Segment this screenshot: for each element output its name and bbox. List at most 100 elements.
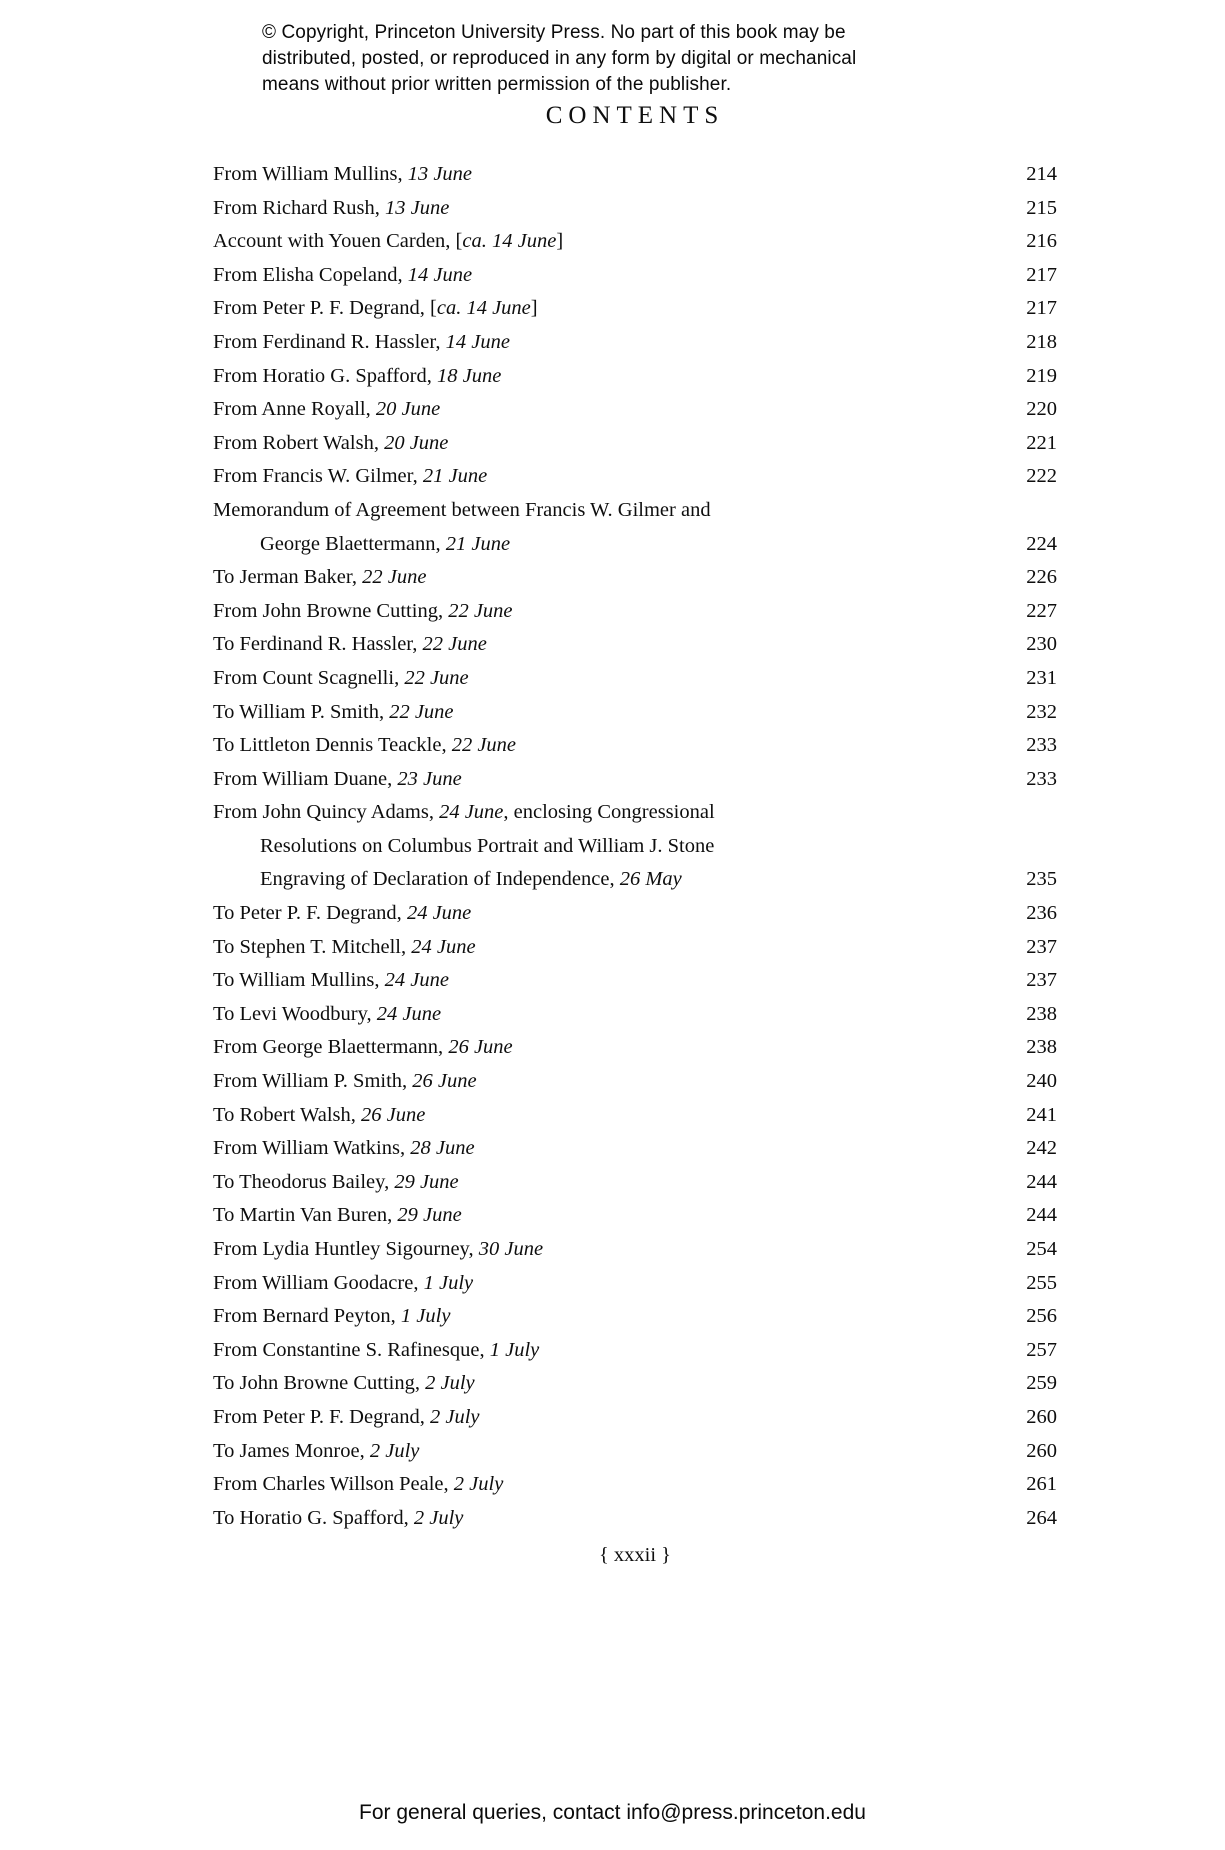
toc-entry-line: From Robert Walsh, 20 June 221 [213,427,1057,461]
toc-page-number: 233 [1026,767,1057,790]
toc-page-number: 217 [1026,263,1057,286]
toc-entry-line: To Theodorus Bailey, 29 June 244 [213,1166,1057,1200]
footer-contact-line: For general queries, contact info@press.… [359,1801,866,1824]
toc-entry-line: From William Mullins, 13 June 214 [213,158,1057,192]
toc-entry-line: Engraving of Declaration of Independence… [213,863,1057,897]
toc-entry-line: From George Blaettermann, 26 June 238 [213,1031,1057,1065]
toc-page-number: 261 [1026,1473,1057,1496]
toc-entry-line: To William Mullins, 24 June 237 [213,964,1057,998]
toc-entry-text: From Ferdinand R. Hassler, 14 June [213,330,510,353]
toc-entry-text: To Martin Van Buren, 29 June [213,1204,462,1227]
toc-entry-line: Memorandum of Agreement between Francis … [213,494,1057,528]
toc-entry-text: From Robert Walsh, 20 June [213,431,449,454]
toc-page-number: 220 [1026,398,1057,421]
toc-page-number: 224 [1026,532,1057,555]
toc-entry-line: From John Browne Cutting, 22 June 227 [213,595,1057,629]
toc-entry-line: From Peter P. F. Degrand, [ca. 14 June] 2… [213,292,1057,326]
toc-page-number: 257 [1026,1338,1057,1361]
toc-entry-line: From Elisha Copeland, 14 June 217 [213,259,1057,293]
toc-entry-text: From George Blaettermann, 26 June [213,1036,513,1059]
toc-entry-line: To William P. Smith, 22 June 232 [213,696,1057,730]
copyright-line: © Copyright, Princeton University Press.… [262,22,846,43]
toc-page-number: 238 [1026,1036,1057,1059]
toc-page-number: 260 [1026,1405,1057,1428]
toc-entry-text: To Theodorus Bailey, 29 June [213,1170,459,1193]
toc-entry-text: To John Browne Cutting, 2 July [213,1372,475,1395]
toc-entry-text: To William P. Smith, 22 June [213,700,454,723]
toc-entry-line: From Francis W. Gilmer, 21 June 222 [213,460,1057,494]
toc-entry-text: Memorandum of Agreement between Francis … [213,498,711,521]
toc-entry-text: From Bernard Peyton, 1 July [213,1305,451,1328]
toc-entry-line: To Horatio G. Spafford, 2 July 264 [213,1502,1057,1536]
toc-entry-line: From Peter P. F. Degrand, 2 July 260 [213,1401,1057,1435]
toc-page-number: 227 [1026,599,1057,622]
toc-entry-text: To Jerman Baker, 22 June [213,566,427,589]
copyright-line: means without prior written permission o… [262,74,732,95]
toc-entry-text: From Lydia Huntley Sigourney, 30 June [213,1238,544,1260]
toc-entry-line: To Stephen T. Mitchell, 24 June 237 [213,931,1057,965]
toc-entry-text: From Richard Rush, 13 June [213,196,450,219]
toc-page-number: 226 [1026,566,1057,589]
toc-page-number: 221 [1026,431,1057,454]
toc-entry-line: From Lydia Huntley Sigourney, 30 June 254 [213,1233,1057,1267]
toc-entry-text: From Elisha Copeland, 14 June [213,263,473,286]
toc-entry-line: To Martin Van Buren, 29 June 244 [213,1199,1057,1233]
toc-entry-text: To Levi Woodbury, 24 June [213,1002,442,1025]
toc-entry-text: To Peter P. F. Degrand, 24 June [213,902,472,925]
toc-entry-line: From William Goodacre, 1 July 255 [213,1267,1057,1301]
page-title: CONTENTS [545,102,725,129]
toc-entry-text: From William Watkins, 28 June [213,1137,475,1160]
toc-entry-line: Resolutions on Columbus Portrait and Wil… [213,830,1057,864]
toc-entry-line: To Levi Woodbury, 24 June 238 [213,998,1057,1032]
toc-entry-text: From Peter P. F. Degrand, 2 July [213,1405,480,1428]
toc-page-number: 242 [1026,1137,1057,1160]
toc-page-number: 219 [1026,364,1057,387]
toc-entry-text: From Anne Royall, 20 June [213,398,441,421]
toc-entry-text: From William Goodacre, 1 July [213,1271,474,1294]
toc-page-number: 222 [1026,465,1057,488]
toc-list: From William Mullins, 13 June 214 From Ric… [213,158,1057,1535]
toc-entry-line: From William Watkins, 28 June 242 [213,1132,1057,1166]
toc-entry-line: To Peter P. F. Degrand, 24 June 236 [213,897,1057,931]
toc-entry-text: To Ferdinand R. Hassler, 22 June [213,633,487,656]
toc-entry-text: To Robert Walsh, 26 June [213,1103,426,1126]
toc-entry-text: From Horatio G. Spafford, 18 June [213,364,502,387]
toc-entry-text: From Peter P. F. Degrand, [ca. 14 June] [213,297,538,320]
toc-entry-line: To Robert Walsh, 26 June 241 [213,1099,1057,1133]
toc-entry-text: From Constantine S. Rafinesque, 1 July [213,1338,540,1361]
folio-page-number: { xxxii } [598,1544,672,1566]
toc-page-number: 214 [1026,163,1057,185]
toc-entry-text: To Horatio G. Spafford, 2 July [213,1506,464,1529]
toc-entry-line: To John Browne Cutting, 2 July 259 [213,1367,1057,1401]
toc-entry-line: George Blaettermann, 21 June 224 [213,528,1057,562]
toc-page-number: 236 [1026,902,1057,925]
toc-page-number: 237 [1026,935,1057,958]
toc-page-number: 233 [1026,734,1057,757]
toc-page-number: 232 [1026,700,1057,723]
toc-page-number: 216 [1026,230,1057,253]
toc-entry-text: Resolutions on Columbus Portrait and Wil… [260,834,715,857]
toc-page-number: 244 [1026,1204,1057,1227]
toc-entry-text: Account with Youen Carden, [ca. 14 June] [213,230,564,253]
toc-page-number: 235 [1026,868,1057,891]
toc-entry-text: From John Browne Cutting, 22 June [213,599,513,622]
toc-entry-line: From Constantine S. Rafinesque, 1 July 25… [213,1334,1057,1368]
toc-entry-text: Engraving of Declaration of Independence… [260,868,682,891]
toc-entry-line: Account with Youen Carden, [ca. 14 June]… [213,225,1057,259]
toc-entry-text: To Littleton Dennis Teackle, 22 June [213,734,517,757]
toc-entry-text: From William P. Smith, 26 June [213,1070,477,1093]
toc-entry-text: From William Duane, 23 June [213,767,462,790]
toc-page-number: 241 [1026,1103,1057,1126]
toc-page-number: 256 [1026,1305,1057,1328]
copyright-line: distributed, posted, or reproduced in an… [262,48,857,69]
toc-entry-line: From Anne Royall, 20 June 220 [213,393,1057,427]
toc-entry-text: From John Quincy Adams, 24 June, enclosi… [213,801,715,824]
toc-entry-line: To James Monroe, 2 July 260 [213,1435,1057,1469]
toc-entry-line: To Jerman Baker, 22 June 226 [213,561,1057,595]
toc-entry-text: To William Mullins, 24 June [213,969,449,992]
toc-entry-text: From William Mullins, 13 June [213,163,473,185]
toc-page-number: 254 [1026,1238,1057,1260]
toc-page-number: 237 [1026,969,1057,992]
toc-entry-text: To Stephen T. Mitchell, 24 June [213,935,476,958]
